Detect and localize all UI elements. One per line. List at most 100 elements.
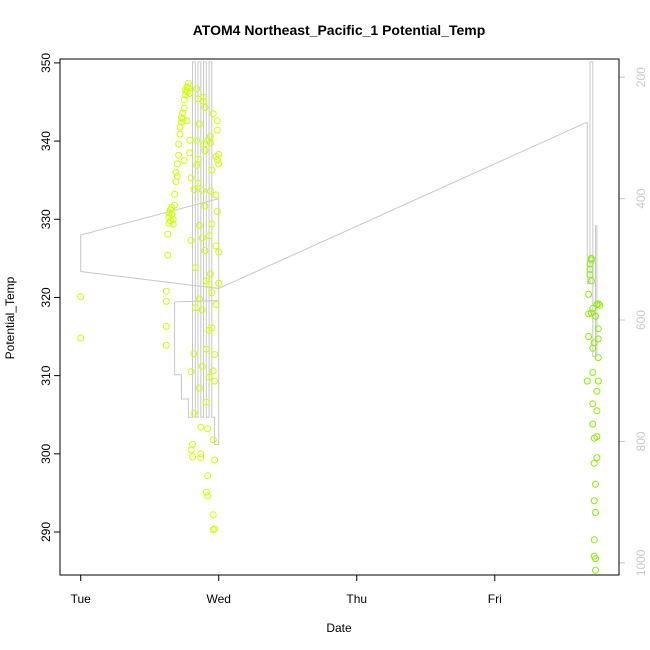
data-point xyxy=(583,377,591,385)
data-point xyxy=(162,297,170,305)
data-point xyxy=(594,377,602,385)
data-point xyxy=(191,304,199,312)
data-point xyxy=(190,350,198,358)
data-point xyxy=(586,265,594,273)
data-point xyxy=(183,117,191,125)
data-point xyxy=(596,301,604,309)
x-axis-label: Date xyxy=(326,621,352,635)
altitude-line xyxy=(80,61,598,445)
axes-layer: Tue Wed Thu Fri 290 300 310 320 330 340 350 200 400 6… xyxy=(39,53,648,606)
data-point xyxy=(592,566,599,574)
data-point xyxy=(202,345,210,353)
y-tick-label: 330 xyxy=(39,209,53,229)
data-point xyxy=(193,161,201,169)
data-point xyxy=(204,472,212,480)
data-point xyxy=(594,300,602,308)
points-layer xyxy=(77,79,604,574)
data-point xyxy=(593,407,601,415)
data-point xyxy=(180,104,188,112)
y-tick-label: 350 xyxy=(39,53,53,73)
data-point xyxy=(204,425,212,433)
data-point xyxy=(189,440,196,448)
data-point xyxy=(215,160,223,168)
data-point xyxy=(180,96,188,104)
data-point xyxy=(197,423,205,431)
data-point xyxy=(201,147,209,154)
data-point xyxy=(198,362,206,370)
data-point xyxy=(186,149,194,157)
data-point xyxy=(200,93,207,101)
data-point xyxy=(77,334,85,342)
data-point xyxy=(592,555,599,563)
data-point xyxy=(162,341,170,349)
data-point xyxy=(193,85,201,93)
data-point xyxy=(593,387,601,395)
y-tick-label: 290 xyxy=(39,522,53,542)
data-point xyxy=(213,117,221,125)
data-point xyxy=(189,453,196,461)
data-point xyxy=(585,310,593,318)
data-point xyxy=(215,248,223,256)
x-tick-label: Wed xyxy=(206,592,230,606)
data-point xyxy=(184,79,192,87)
data-point xyxy=(179,115,187,123)
data-point xyxy=(194,179,202,187)
x-tick-label: Thu xyxy=(346,592,367,606)
data-point xyxy=(593,454,601,462)
data-point xyxy=(187,236,195,244)
data-point xyxy=(594,354,602,362)
data-point xyxy=(205,232,213,240)
data-point xyxy=(211,525,219,533)
data-point xyxy=(211,351,219,358)
data-point xyxy=(169,220,177,228)
data-point xyxy=(594,325,602,333)
data-point xyxy=(176,123,184,131)
data-point xyxy=(195,295,203,303)
data-point xyxy=(180,157,188,165)
data-point xyxy=(186,89,194,97)
data-point xyxy=(593,301,601,308)
data-point xyxy=(195,384,203,392)
data-point xyxy=(204,136,212,144)
data-point xyxy=(208,166,216,174)
data-point xyxy=(209,526,217,534)
y2-tick-label: 1000 xyxy=(634,549,648,576)
data-point xyxy=(204,492,212,500)
data-point xyxy=(213,208,221,215)
data-point xyxy=(190,186,198,194)
data-point xyxy=(194,155,202,163)
data-point xyxy=(191,264,199,272)
y-tick-label: 320 xyxy=(39,287,53,307)
y-tick-label: 340 xyxy=(39,131,53,151)
data-point xyxy=(206,187,214,195)
y-axis-label: Potential_Temp xyxy=(3,276,17,359)
data-point xyxy=(178,114,185,122)
data-point xyxy=(593,433,601,441)
data-point xyxy=(175,140,183,148)
data-point xyxy=(168,211,176,219)
data-point xyxy=(173,172,181,180)
data-point xyxy=(208,289,216,297)
x-tick-label: Tue xyxy=(71,592,92,606)
data-point xyxy=(215,279,223,287)
data-point xyxy=(206,270,214,278)
data-point xyxy=(200,140,207,148)
data-point xyxy=(587,309,595,317)
data-point xyxy=(186,136,194,144)
data-point xyxy=(197,454,205,462)
data-point xyxy=(208,324,216,332)
data-point xyxy=(173,160,181,168)
data-point xyxy=(205,373,213,381)
data-point xyxy=(198,186,206,194)
data-point xyxy=(590,536,598,544)
data-point xyxy=(175,151,183,159)
data-point xyxy=(213,126,221,134)
y2-tick-label: 800 xyxy=(634,431,648,451)
data-point xyxy=(195,222,203,229)
data-point xyxy=(171,190,179,198)
data-point xyxy=(589,369,597,376)
data-point xyxy=(209,367,217,375)
data-point xyxy=(198,234,206,242)
y2-tick-label: 600 xyxy=(634,310,648,330)
